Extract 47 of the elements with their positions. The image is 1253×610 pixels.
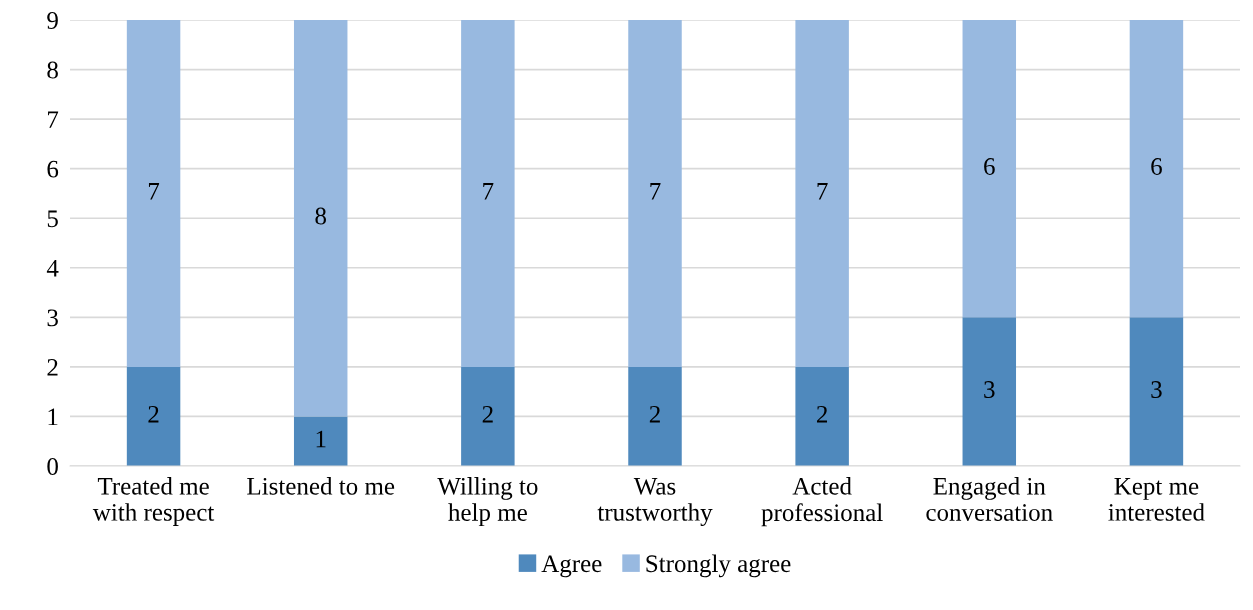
- x-tick-label: Was trustworthy: [597, 478, 713, 526]
- y-tick-label: 9: [47, 12, 58, 29]
- legend-label: Strongly agree: [646, 554, 791, 578]
- y-tick-label: 1: [48, 408, 58, 426]
- x-tick-label: Kept me interested: [1108, 478, 1205, 521]
- data-label: 7: [817, 183, 828, 200]
- y-tick-label: 0: [47, 458, 58, 475]
- data-label: 7: [650, 183, 661, 200]
- y-tick-label: 6: [47, 160, 59, 178]
- bar: [293, 20, 348, 417]
- data-label: 6: [1151, 158, 1162, 175]
- y-tick-label: 8: [47, 61, 58, 79]
- bar: [1129, 20, 1184, 318]
- data-label: 2: [148, 405, 159, 423]
- bar: [628, 366, 682, 466]
- bar: [461, 20, 515, 367]
- bar: [962, 317, 1017, 466]
- y-tick-label: 7: [48, 111, 59, 128]
- data-label: 6: [984, 158, 995, 175]
- bar: [293, 416, 348, 466]
- x-tick-label: Willing to help me: [437, 477, 538, 526]
- x-tick-label: Treated me with respect: [92, 477, 215, 526]
- x-tick-label: Acted professional: [761, 477, 883, 527]
- data-label: 3: [984, 381, 995, 398]
- y-tick-label: 5: [47, 210, 58, 228]
- legend-label: Agree: [541, 555, 602, 578]
- bar: [126, 20, 181, 367]
- data-label: 2: [482, 405, 493, 423]
- data-label: 7: [483, 183, 494, 200]
- bar: [795, 366, 849, 466]
- bar: [1129, 317, 1184, 466]
- bar: [962, 20, 1017, 318]
- bar: [126, 366, 181, 466]
- y-tick-label: 3: [47, 309, 58, 327]
- data-label: 2: [649, 405, 660, 423]
- data-label: 8: [315, 207, 327, 225]
- y-tick-label: 4: [46, 259, 59, 277]
- data-label: 2: [816, 405, 828, 423]
- data-label: 1: [316, 430, 326, 448]
- bar: [795, 20, 849, 367]
- data-label: 3: [1151, 381, 1162, 398]
- data-label: 7: [148, 183, 160, 200]
- bar: [461, 366, 515, 466]
- x-tick-label: Engaged in conversation: [926, 477, 1053, 521]
- y-tick-label: 2: [47, 359, 58, 376]
- bar: [628, 20, 682, 367]
- x-tick-label: Listened to me: [247, 477, 395, 495]
